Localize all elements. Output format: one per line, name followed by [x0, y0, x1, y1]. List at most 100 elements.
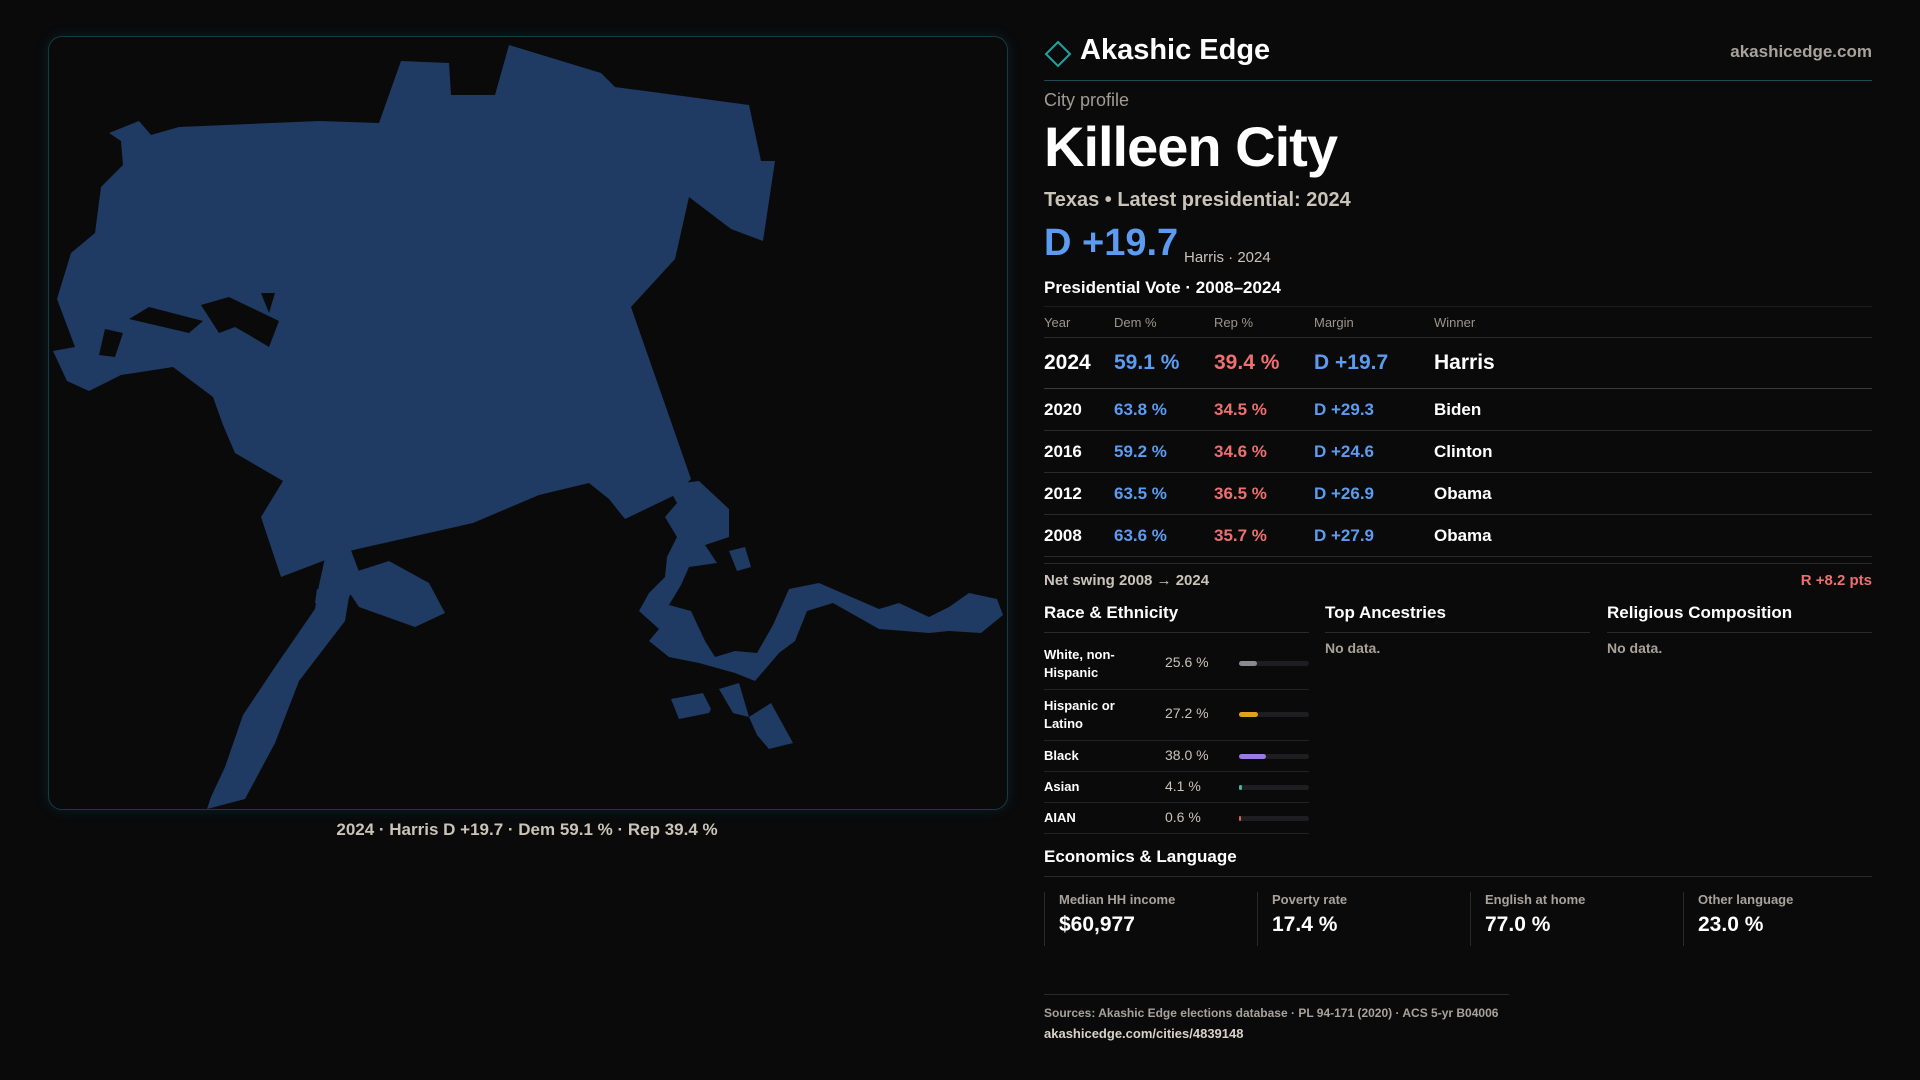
row-year: 2024 — [1044, 351, 1091, 374]
stat-value: $60,977 — [1059, 913, 1135, 936]
race-bar — [1239, 785, 1242, 790]
row-margin: D +19.7 — [1314, 351, 1389, 374]
row-rep: 36.5 % — [1214, 484, 1267, 503]
race-bar-track — [1239, 661, 1309, 666]
vote-section-title: Presidential Vote · 2008–2024 — [1044, 278, 1281, 297]
brand-name[interactable]: Akashic Edge — [1080, 34, 1271, 66]
row-year: 2020 — [1044, 400, 1082, 419]
race-row-aian: AIAN 0.6 % — [1044, 802, 1309, 834]
stat-label: Other language — [1698, 892, 1794, 907]
race-bar-track — [1239, 785, 1309, 790]
city-boundary-parcel — [671, 693, 711, 719]
net-swing-value: R +8.2 pts — [1800, 572, 1872, 589]
city-boundary-parcel — [315, 589, 349, 609]
headline-margin: D +19.7 — [1044, 222, 1179, 264]
boundary-hole — [201, 297, 279, 347]
table-row: 2020 63.8 % 34.5 % D +29.3 Biden — [1044, 389, 1872, 431]
divider — [1607, 632, 1872, 633]
race-bar-track — [1239, 712, 1309, 717]
race-value: 38.0 % — [1165, 747, 1209, 763]
race-bar — [1239, 661, 1257, 666]
row-winner: Harris — [1434, 351, 1495, 374]
city-boundary-map — [53, 45, 1003, 809]
row-year: 2016 — [1044, 442, 1082, 461]
header-rep: Rep % — [1214, 315, 1254, 330]
race-value: 4.1 % — [1165, 778, 1201, 794]
row-margin: D +24.6 — [1314, 442, 1375, 461]
row-margin: D +27.9 — [1314, 526, 1375, 545]
city-boundary-main — [53, 45, 775, 577]
boundary-hole — [129, 307, 203, 333]
city-map[interactable] — [48, 36, 1008, 810]
city-boundary-east — [639, 481, 1003, 681]
race-bar-track — [1239, 754, 1309, 759]
page-kicker: City profile — [1044, 90, 1130, 110]
boundary-hole — [99, 329, 123, 357]
row-dem: 63.8 % — [1114, 400, 1167, 419]
map-caption: 2024 · Harris D +19.7 · Dem 59.1 % · Rep… — [336, 820, 718, 839]
header-winner: Winner — [1434, 315, 1476, 330]
brand-url-link[interactable]: akashicedge.com — [1730, 42, 1872, 61]
row-margin: D +29.3 — [1314, 400, 1375, 419]
row-dem: 63.5 % — [1114, 484, 1167, 503]
row-rep: 34.5 % — [1214, 400, 1267, 419]
header-margin: Margin — [1314, 315, 1354, 330]
race-label: AIAN — [1044, 810, 1076, 825]
divider — [1044, 632, 1309, 633]
table-row: 2024 59.1 % 39.4 % D +19.7 Harris — [1044, 338, 1872, 389]
city-permalink[interactable]: akashicedge.com/cities/4839148 — [1044, 1026, 1244, 1041]
race-row-black: Black 38.0 % — [1044, 740, 1309, 772]
race-row-hispanic: Hispanic or Latino 27.2 % — [1044, 689, 1309, 741]
row-dem: 63.6 % — [1114, 526, 1167, 545]
boundary-hole — [261, 293, 275, 313]
race-value: 27.2 % — [1165, 705, 1209, 721]
ancestries-section-title: Top Ancestries — [1325, 603, 1446, 622]
city-boundary-parcel — [729, 547, 751, 571]
row-winner: Biden — [1434, 400, 1482, 419]
stat-value: 17.4 % — [1272, 913, 1338, 936]
race-label: White, non-Hispanic — [1044, 647, 1115, 680]
stat-other-language: Other language 23.0 % — [1683, 892, 1888, 946]
table-row: 2016 59.2 % 34.6 % D +24.6 Clinton — [1044, 431, 1872, 473]
row-margin: D +26.9 — [1314, 484, 1375, 503]
vote-table: Year Dem % Rep % Margin Winner 2024 59.1… — [1044, 306, 1872, 557]
race-bar — [1239, 712, 1259, 717]
row-dem: 59.2 % — [1114, 442, 1167, 461]
divider — [1044, 994, 1509, 995]
sources-note: Sources: Akashic Edge elections database… — [1044, 1006, 1499, 1020]
race-value: 25.6 % — [1165, 654, 1209, 670]
row-rep: 34.6 % — [1214, 442, 1267, 461]
race-label: Hispanic or Latino — [1044, 698, 1115, 731]
brand-header: Akashic Edge akashicedge.com — [1044, 34, 1872, 81]
city-boundary-parcel — [719, 683, 749, 717]
race-bar-track — [1239, 816, 1309, 821]
race-row-white: White, non-Hispanic 25.6 % — [1044, 638, 1309, 690]
row-winner: Clinton — [1434, 442, 1493, 461]
row-winner: Obama — [1434, 526, 1492, 545]
race-label: Black — [1044, 748, 1079, 763]
city-boundary-parcel — [749, 703, 793, 749]
stat-value: 77.0 % — [1485, 913, 1551, 936]
headline-margin-note: Harris · 2024 — [1184, 249, 1271, 266]
page-subtitle: Texas • Latest presidential: 2024 — [1044, 189, 1351, 211]
religion-empty: No data. — [1607, 640, 1663, 656]
table-header: Year Dem % Rep % Margin Winner — [1044, 307, 1872, 338]
race-row-asian: Asian 4.1 % — [1044, 771, 1309, 803]
stat-label: Poverty rate — [1272, 892, 1348, 907]
divider — [1044, 876, 1872, 877]
stat-label: Median HH income — [1059, 892, 1176, 907]
row-year: 2008 — [1044, 526, 1082, 545]
stat-poverty-rate: Poverty rate 17.4 % — [1257, 892, 1462, 946]
ancestries-empty: No data. — [1325, 640, 1381, 656]
stat-label: English at home — [1485, 892, 1586, 907]
race-bar — [1239, 816, 1241, 821]
row-rep: 39.4 % — [1214, 351, 1280, 374]
race-label: Asian — [1044, 779, 1080, 794]
race-bar — [1239, 754, 1266, 759]
city-boundary-southwest — [207, 545, 361, 809]
header-year: Year — [1044, 315, 1071, 330]
stat-median-income: Median HH income $60,977 — [1044, 892, 1249, 946]
diamond-logo-icon — [1044, 40, 1072, 68]
net-swing-label: Net swing 2008 → 2024 — [1044, 572, 1210, 589]
divider — [1325, 632, 1590, 633]
